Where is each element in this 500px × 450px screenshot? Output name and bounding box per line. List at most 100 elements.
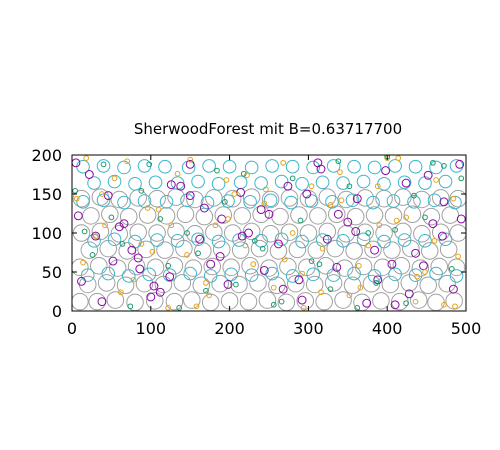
data-point [176,181,186,191]
data-point [89,251,96,258]
data-point [231,241,250,259]
data-point [91,188,110,206]
data-point [261,200,268,207]
data-point [261,225,280,243]
data-point [108,214,115,221]
data-point [211,177,226,191]
data-point [211,234,226,249]
data-point [420,242,439,260]
data-point [223,177,230,183]
data-point [351,227,361,236]
data-point [83,155,90,161]
data-point [73,211,83,221]
data-point [251,237,258,244]
data-point [173,274,192,292]
data-point [319,245,326,252]
plot-area [72,155,466,311]
data-point [411,259,430,277]
data-point [318,222,337,241]
data-point [185,159,195,169]
data-point [203,269,218,283]
data-point [212,222,219,229]
data-point [297,217,304,224]
data-point [100,161,107,168]
data-point [119,241,126,247]
data-point [270,301,277,308]
data-point [91,222,110,241]
data-point [222,258,240,277]
data-point [244,228,253,238]
data-point [354,257,373,276]
data-point [80,268,95,282]
data-point [438,174,453,189]
data-point [137,159,152,173]
data-point [176,205,195,224]
data-point [367,160,382,175]
data-point [373,275,383,285]
data-point [118,289,124,296]
data-point [206,292,212,299]
data-point [448,266,455,272]
data-point [174,170,181,177]
data-point [306,267,320,282]
data-point [215,251,225,261]
data-point [408,159,423,174]
data-point [450,195,457,202]
data-point [135,264,145,274]
data-point [403,205,422,224]
data-point [281,256,288,263]
data-point [393,217,400,224]
data-point [337,169,343,176]
data-point [176,305,183,311]
data-point [395,155,402,161]
data-point [403,214,409,221]
data-point [97,297,107,307]
data-point [352,194,362,204]
data-point [413,190,431,209]
data-point [259,245,266,252]
data-point [239,292,258,311]
data-point [168,222,175,229]
data-point [366,195,380,210]
data-point [326,268,341,282]
data-point [106,291,125,309]
data-point [307,241,326,259]
data-point [308,258,315,264]
data-point [217,214,227,224]
data-point [383,241,401,259]
data-point [404,289,414,299]
data-point [297,295,307,305]
data-point [431,237,438,244]
data-point [375,224,393,242]
data-point [407,195,421,209]
data-point [445,292,463,310]
x-tick-label: 300 [293,319,324,338]
data-point [99,239,118,258]
series-4 [72,155,465,311]
data-point [386,194,401,208]
data-point [170,234,185,248]
data-point [108,259,127,277]
data-point [447,258,466,277]
data-point [187,156,194,163]
data-point [117,195,131,210]
data-point [271,207,289,226]
data-point [433,177,439,183]
data-point [137,194,152,208]
data-point [130,276,137,283]
data-point [326,239,344,258]
data-point [280,223,299,241]
data-point [438,274,456,293]
data-point [258,291,277,309]
data-point [156,241,174,259]
data-point [412,298,419,305]
data-point [133,253,143,263]
data-point [165,262,171,269]
data-point [119,207,138,226]
data-point [200,195,215,210]
data-point [166,180,176,190]
data-point [222,198,228,205]
data-point [315,175,330,190]
data-point [338,197,345,204]
data-point [394,222,412,241]
